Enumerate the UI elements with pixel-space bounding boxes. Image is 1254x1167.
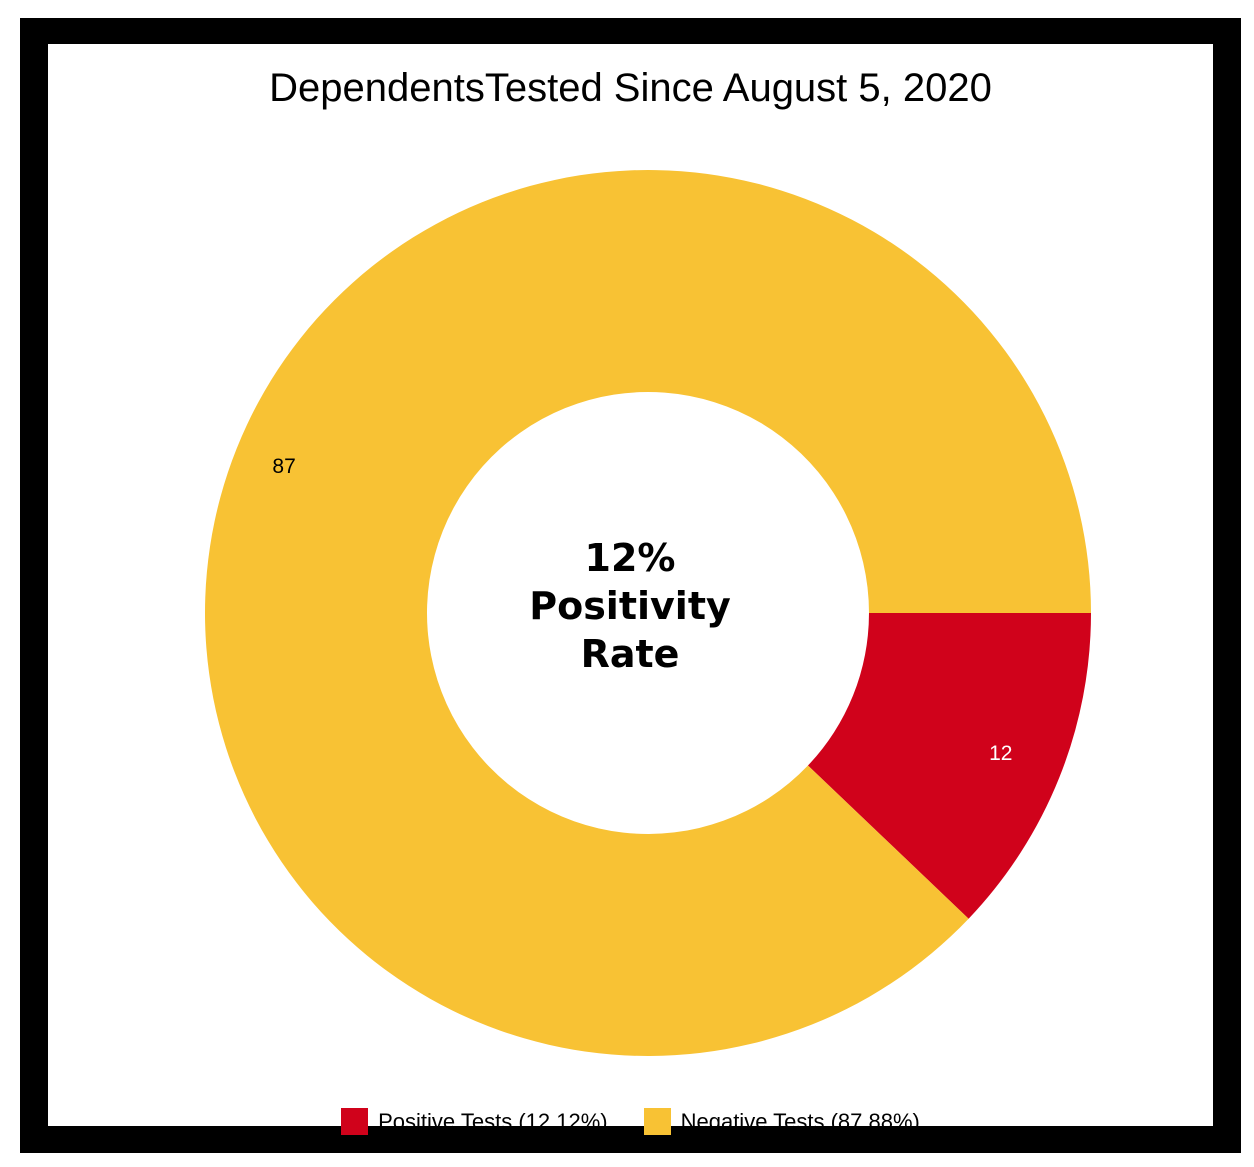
legend-swatch-negative [643,1108,671,1135]
legend-item-negative: Negative Tests (87.88%) [643,1108,920,1135]
center-label: 12% Positivity Rate [480,534,780,678]
legend-swatch-positive [341,1108,369,1135]
data-label-positive: 12 [989,742,1012,765]
slice-negative [205,170,1091,1057]
chart-frame: DependentsTested Since August 5, 2020 12… [20,18,1241,1153]
center-label-line-1: 12% [584,536,676,580]
donut-chart: 12 87 [205,170,1091,1057]
legend-item-positive: Positive Tests (12.12%) [341,1108,608,1135]
chart-panel: DependentsTested Since August 5, 2020 12… [48,44,1213,1135]
center-label-line-2: Positivity [529,584,731,628]
data-label-negative: 87 [272,455,295,478]
legend: Positive Tests (12.12%) Negative Tests (… [48,1108,1213,1135]
center-label-line-3: Rate [580,632,680,676]
slice-positive [807,613,1091,919]
chart-title: DependentsTested Since August 5, 2020 [269,66,992,110]
legend-label-negative: Negative Tests (87.88%) [680,1108,920,1134]
legend-label-positive: Positive Tests (12.12%) [378,1108,608,1134]
